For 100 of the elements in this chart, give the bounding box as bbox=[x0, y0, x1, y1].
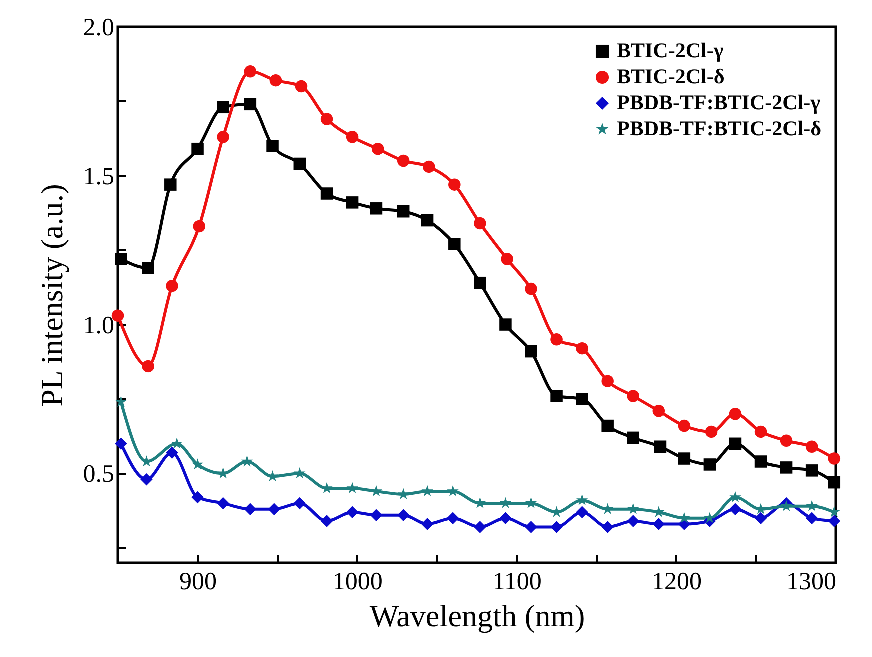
y-tick-label: 1.5 bbox=[83, 163, 114, 190]
point bbox=[294, 158, 306, 170]
point bbox=[550, 334, 563, 346]
point bbox=[241, 456, 254, 467]
point bbox=[754, 426, 768, 438]
point bbox=[806, 512, 818, 524]
point bbox=[729, 503, 742, 516]
point bbox=[780, 462, 793, 474]
point bbox=[397, 206, 410, 218]
point bbox=[730, 491, 742, 502]
point bbox=[576, 393, 588, 406]
point bbox=[192, 491, 204, 504]
point bbox=[780, 500, 792, 512]
point bbox=[294, 497, 306, 510]
point bbox=[320, 188, 334, 200]
point bbox=[171, 438, 183, 449]
point bbox=[166, 280, 178, 292]
x-axis-title: Wavelength (nm) bbox=[370, 598, 586, 634]
x-tick-label: 1000 bbox=[332, 568, 383, 596]
point bbox=[372, 142, 384, 156]
point bbox=[576, 506, 588, 518]
y-tick-label: 2.0 bbox=[83, 14, 114, 42]
point bbox=[704, 458, 716, 471]
point bbox=[397, 509, 410, 522]
point bbox=[806, 464, 818, 477]
point bbox=[270, 74, 282, 87]
point bbox=[421, 214, 434, 227]
point bbox=[525, 282, 538, 296]
point bbox=[576, 342, 588, 355]
point bbox=[729, 408, 742, 420]
point bbox=[705, 426, 718, 438]
point bbox=[446, 512, 460, 524]
point bbox=[346, 506, 359, 518]
point bbox=[448, 178, 461, 191]
point bbox=[370, 509, 383, 522]
point bbox=[422, 485, 434, 496]
point bbox=[115, 396, 128, 408]
point bbox=[501, 253, 514, 266]
x-tick-label: 1300 bbox=[786, 568, 836, 596]
point bbox=[474, 521, 486, 534]
point bbox=[828, 452, 841, 465]
point bbox=[806, 500, 818, 512]
point bbox=[678, 452, 691, 465]
point bbox=[652, 518, 666, 530]
point bbox=[397, 154, 410, 168]
point bbox=[268, 503, 280, 516]
point bbox=[602, 375, 614, 388]
point bbox=[448, 238, 461, 250]
point bbox=[370, 202, 383, 215]
legend-label: PBDB-TF:BTIC-2Cl-γ bbox=[617, 90, 821, 114]
point bbox=[447, 485, 459, 496]
x-tick-label: 1100 bbox=[492, 568, 542, 596]
point bbox=[140, 474, 153, 486]
point bbox=[474, 276, 486, 290]
point bbox=[806, 440, 818, 453]
point bbox=[754, 512, 768, 524]
point bbox=[192, 142, 204, 156]
point bbox=[115, 438, 128, 450]
point bbox=[780, 434, 793, 448]
point bbox=[164, 178, 177, 191]
point bbox=[142, 360, 154, 373]
point bbox=[828, 476, 841, 489]
point bbox=[500, 318, 512, 331]
point bbox=[500, 497, 512, 508]
point bbox=[525, 521, 538, 534]
point bbox=[244, 503, 257, 516]
point bbox=[678, 420, 691, 432]
y-axis-title: PL intensity (a.u.) bbox=[34, 184, 70, 407]
point bbox=[654, 440, 667, 453]
point bbox=[628, 503, 640, 514]
point bbox=[525, 345, 538, 358]
point bbox=[500, 512, 512, 524]
point bbox=[550, 521, 563, 534]
point bbox=[217, 101, 230, 114]
point bbox=[217, 131, 230, 144]
point bbox=[729, 438, 742, 450]
point bbox=[346, 196, 359, 209]
point bbox=[320, 515, 334, 528]
point bbox=[421, 518, 434, 530]
point bbox=[142, 262, 154, 274]
point bbox=[754, 456, 768, 468]
point bbox=[346, 482, 358, 494]
point bbox=[828, 515, 841, 528]
x-tick-label: 900 bbox=[180, 568, 218, 596]
y-tick-label: 1.0 bbox=[83, 312, 114, 340]
point bbox=[550, 390, 563, 402]
x-tick-label: 1200 bbox=[652, 568, 702, 596]
point bbox=[652, 405, 666, 418]
point bbox=[346, 131, 359, 144]
point bbox=[217, 497, 230, 510]
point bbox=[295, 80, 308, 93]
point bbox=[320, 113, 334, 126]
point bbox=[192, 458, 204, 470]
point bbox=[115, 253, 128, 266]
point bbox=[244, 66, 257, 78]
point bbox=[576, 494, 588, 506]
point bbox=[193, 220, 206, 233]
point bbox=[266, 140, 279, 152]
point bbox=[602, 521, 614, 534]
point bbox=[627, 432, 640, 444]
